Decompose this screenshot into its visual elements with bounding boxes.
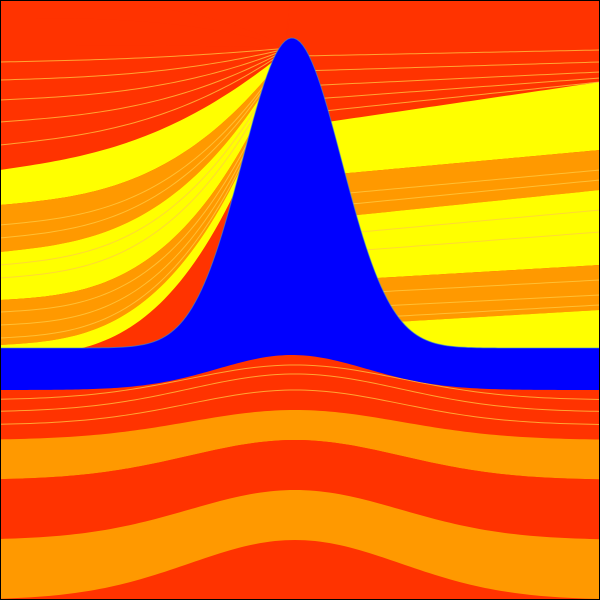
upper-layer-band-7	[0, 59, 600, 345]
lower-layer-band-4	[0, 490, 600, 600]
lower-layers	[0, 350, 600, 600]
lower-layer-band-1	[0, 350, 600, 440]
upper-layer-band-1	[0, 0, 600, 47]
lower-contour-line-3	[0, 389, 600, 425]
upper-layer-band-6	[0, 56, 600, 300]
upper-layer-band-5	[0, 54, 600, 253]
salt-body	[0, 37, 600, 390]
lower-contour-line-2	[0, 373, 600, 412]
upper-layer-band-2	[0, 18, 600, 48]
lower-contour-line-1	[0, 364, 600, 400]
salt-diapir-outline	[0, 37, 600, 349]
contour-lines	[0, 47, 600, 425]
upper-layer-band-8	[0, 62, 600, 356]
salt-diapir	[0, 38, 600, 390]
lower-layer-band-2	[0, 410, 600, 480]
lower-layer-band-3	[0, 440, 600, 540]
